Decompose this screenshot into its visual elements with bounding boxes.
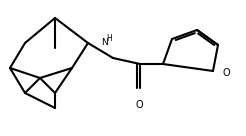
- Text: N: N: [102, 38, 108, 47]
- Text: H: H: [106, 34, 112, 43]
- Text: O: O: [135, 100, 143, 110]
- Text: O: O: [222, 68, 230, 78]
